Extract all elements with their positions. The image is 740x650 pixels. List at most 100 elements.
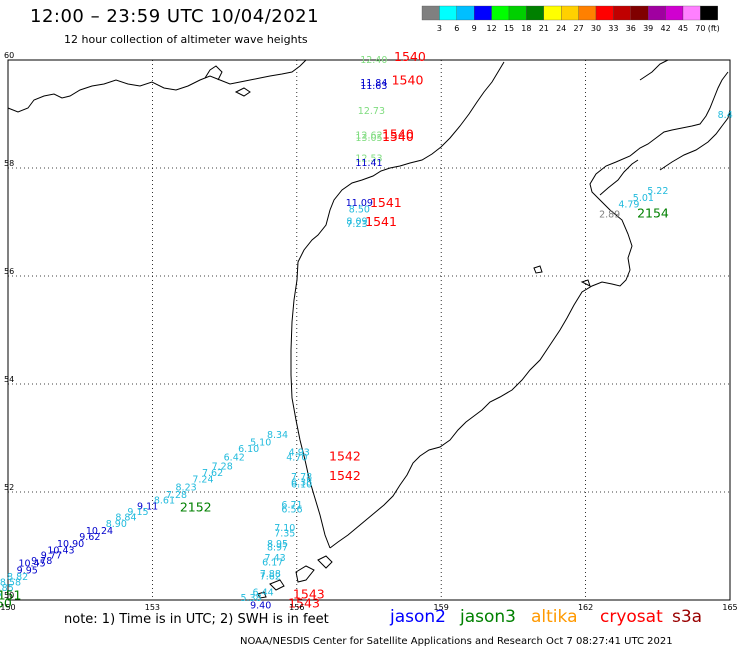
wave-height-label: 6.10 [291,480,312,491]
wave-height-label: 13.05 [355,133,382,144]
pass-number-label: 1540 [382,129,414,144]
pass-number-label: 1542 [329,449,361,464]
wave-height-label: 8.95 [267,539,288,550]
wave-height-label: 12.62 [355,130,382,141]
colorbar-tick-label: 70 [695,24,705,33]
lat-lon-grid [8,60,730,600]
small-island-2 [580,279,591,287]
pass-number-label: 1541 [370,195,402,210]
wave-height-label: 7.78 [291,472,312,483]
wave-height-label: 9.40 [250,601,271,612]
colorbar-swatch [491,5,510,21]
wave-height-label: 8.45 [0,589,2,600]
colorbar-swatch [682,5,701,21]
wave-height-label: 6.10 [238,444,259,455]
wave-height-label: 8.90 [106,519,127,530]
pass-number-label: 2154 [637,206,669,221]
wave-height-label: 8.50 [349,204,370,215]
map-title: 12:00 – 23:59 UTC 10/04/2021 [30,6,320,27]
ne-coast [599,109,731,196]
colorbar-tick-label: 36 [626,24,636,33]
pass-number-label: 1542 [329,468,361,483]
colorbar-swatch [526,5,544,21]
latitude-label: 58 [4,159,14,168]
wave-height-label: 7.43 [265,553,286,564]
colorbar-tick-label: 21 [539,24,549,33]
wave-height-label: 11.63 [360,81,387,92]
wave-height-label: 9.95 [17,566,38,577]
longitude-label: 150 [0,603,15,612]
wave-height-label: 5.22 [647,186,668,197]
wave-height-label: 8.84 [115,513,136,524]
wave-height-label: 7.35 [274,528,295,539]
colorbar-swatch [665,5,684,21]
wave-height-label: 10.45 [18,559,45,570]
colorbar-legend: 3 6 9 12 15 18 21 24 27 30 33 36 39 42 45 70 (ft) [421,5,720,33]
wave-height-label: 10.90 [57,539,84,550]
wave-height-label: 8.4 [718,110,733,121]
longitude-label: 165 [722,603,737,612]
wave-height-label: 6.44 [253,588,274,599]
wave-height-label: 7.24 [192,474,213,485]
colorbar-unit: (ft) [708,24,720,33]
latitude-label: 56 [4,267,14,276]
wave-height-label: 8.85 [0,583,14,594]
pass-number-label: 1540 [392,72,424,87]
wave-height-label: 8.58 [0,577,21,588]
kuril-islet [257,591,267,599]
colorbar-swatch [439,5,457,21]
pass-number-label: 1540 [394,49,426,64]
wave-height-label: 7.62 [202,468,223,479]
colorbar-swatch [421,5,440,21]
colorbar-tick-label: 27 [574,24,584,33]
colorbar-swatch [613,5,631,21]
colorbar-tick-label: 9 [472,24,477,33]
wave-height-label: 11.09 [346,198,373,209]
colorbar-tick-label: 30 [591,24,601,33]
wave-height-label: 6.71 [281,500,302,511]
pass-number-label: 1541 [365,214,397,229]
colorbar-tick-label: 15 [504,24,514,33]
pass-number-label: 2150 [0,596,12,611]
wave-height-label: 12.73 [358,106,385,117]
paramushir-island [295,565,315,583]
colorbar-swatch [630,5,649,21]
wave-height-label: 9.11 [137,501,158,512]
colorbar-tick-label: 3 [437,24,442,33]
colorbar-swatch [508,5,527,21]
wave-height-label: 6.42 [224,453,245,464]
pass-number-label: 1540 [382,126,414,141]
wave-height-label: 11.41 [355,158,382,169]
longitude-label: 159 [434,603,449,612]
wave-height-label: 12.40 [360,55,387,66]
colorbar-swatch [456,5,475,21]
wave-height-label: 6.17 [262,557,283,568]
colorbar-tick-label: 12 [487,24,497,33]
wave-height-label: 8.97 [267,542,288,553]
wave-height-label: 10.43 [47,546,74,557]
magadan-coast [7,59,307,113]
colorbar-tick-label: 18 [521,24,531,33]
wave-height-label: 4.79 [618,199,639,210]
wave-height-label: 12.53 [355,154,382,165]
wave-height-label: 10.24 [86,526,113,537]
pass-number-labels: 1540154015401540154115412154154215422152… [0,49,669,610]
colorbar-swatch [561,5,579,21]
colorbar-tick-label: 45 [678,24,688,33]
pass-number-label: 2152 [180,499,212,514]
colorbar-swatch [595,5,614,21]
wave-height-label: 5.10 [250,438,271,449]
wave-height-label: 11.84 [360,78,387,89]
satellite-legend-s3a: s3a [672,607,703,627]
latitude-label: 52 [4,483,14,492]
wave-height-label: 9.62 [79,532,100,543]
latitude-label: 60 [4,51,14,60]
satellite-legend-cryosat: cryosat [600,607,663,627]
credit-line: NOAA/NESDIS Center for Satellite Applica… [240,636,673,647]
koni-peninsula [204,65,223,81]
wave-height-label: 7.10 [274,523,295,534]
colorbar-swatch [648,5,666,21]
